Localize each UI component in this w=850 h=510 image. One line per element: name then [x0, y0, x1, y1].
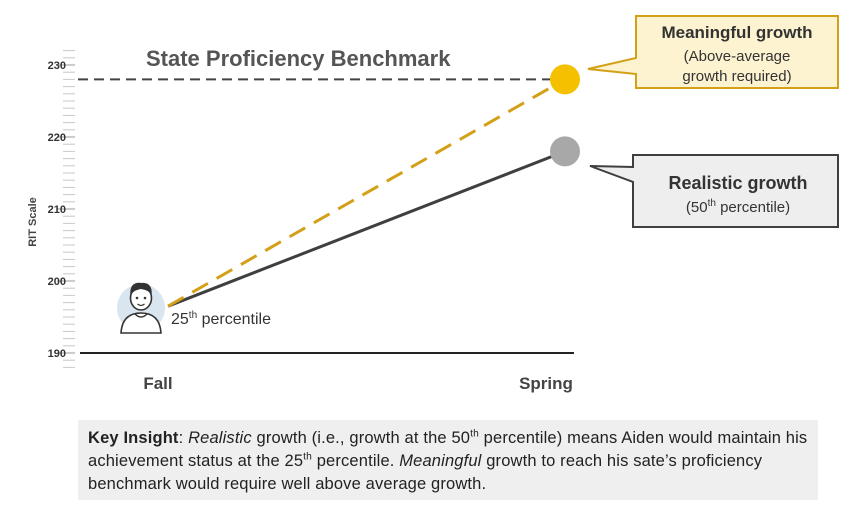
realistic-growth-line — [167, 150, 566, 308]
realistic-growth-callout: Realistic growth (50th percentile) — [589, 154, 839, 228]
y-axis-minor-ticks — [57, 50, 75, 368]
insight-text: th — [470, 428, 479, 440]
meaningful-callout-title: Meaningful growth — [661, 23, 812, 42]
insight-text: percentile. — [312, 452, 400, 470]
key-insight-label: Key Insight — [88, 429, 179, 447]
start-percentile-label: 25th percentile — [171, 310, 271, 328]
y-tick-label: 190 — [48, 348, 66, 360]
realistic-growth-point — [550, 136, 580, 167]
meaningful-callout-line2: growth required) — [682, 68, 791, 85]
y-axis-ticks: 190 200 210 220 230 — [48, 60, 66, 360]
realistic-callout-title: Realistic growth — [668, 173, 807, 193]
key-insight-box: Key Insight: Realistic growth (i.e., gro… — [78, 420, 818, 500]
meaningful-callout-line1: (Above-average — [684, 48, 791, 65]
insight-text: percentile) means Aiden would maintain h… — [88, 429, 808, 470]
insight-text: growth to reach his sate’s proficiency b… — [88, 452, 763, 493]
realistic-callout-line1: (50th percentile) — [686, 198, 790, 216]
y-tick-label: 220 — [48, 132, 66, 144]
x-tick-label-spring: Spring — [519, 374, 573, 393]
insight-text: : — [178, 429, 189, 447]
insight-text: Meaningful — [399, 452, 482, 470]
insight-text: Realistic — [188, 429, 252, 447]
chart-title: State Proficiency Benchmark — [146, 46, 451, 71]
insight-text: growth (i.e., growth at the 50 — [251, 429, 471, 447]
y-tick-label: 200 — [48, 276, 66, 288]
meaningful-growth-callout: Meaningful growth (Above-average growth … — [587, 15, 839, 89]
x-tick-label-fall: Fall — [143, 374, 172, 393]
y-tick-label: 230 — [48, 60, 66, 72]
meaningful-growth-line — [167, 78, 566, 308]
insight-text: th — [303, 451, 312, 463]
y-tick-label: 210 — [48, 204, 66, 216]
meaningful-growth-point — [550, 64, 580, 95]
student-avatar-icon — [117, 282, 165, 334]
y-axis-label: RIT Scale — [27, 197, 39, 247]
